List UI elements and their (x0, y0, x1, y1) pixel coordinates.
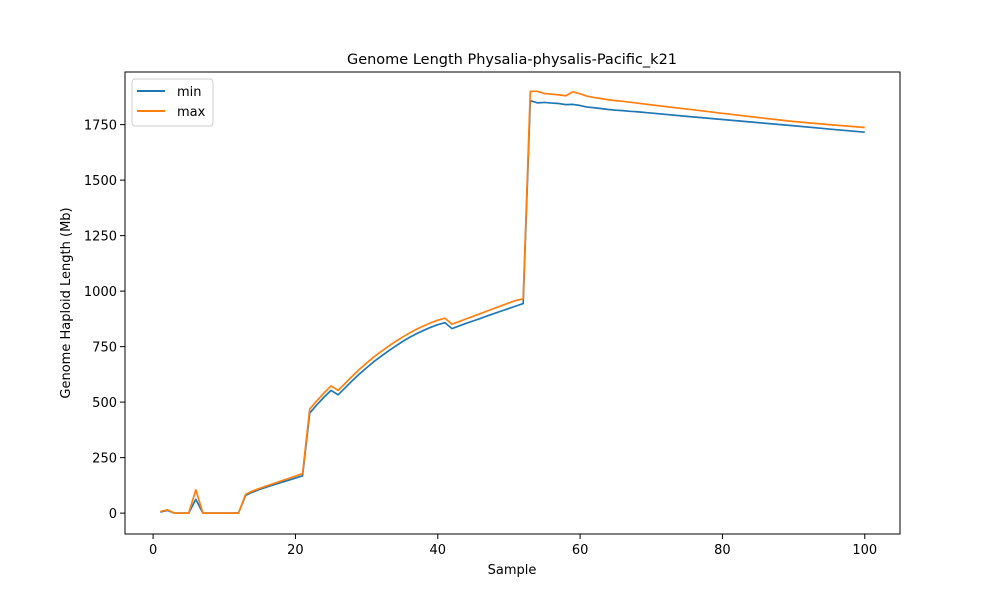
y-tick-label: 250 (92, 452, 117, 467)
x-tick-label: 100 (852, 543, 877, 558)
y-tick-label: 1000 (84, 285, 117, 300)
y-tick-label: 1750 (84, 119, 117, 134)
x-tick-label: 0 (149, 543, 157, 558)
x-tick-label: 80 (714, 543, 731, 558)
y-tick-label: 500 (92, 396, 117, 411)
plot-frame (124, 71, 901, 535)
legend: min max (131, 78, 214, 127)
x-tick-label: 20 (287, 543, 304, 558)
y-tick-label: 1250 (84, 230, 117, 245)
x-tick-label: 60 (572, 543, 589, 558)
y-tick-label: 0 (109, 507, 117, 522)
x-axis-label: Sample (488, 563, 537, 578)
series-line-max (160, 90, 865, 514)
legend-label-min: min (177, 85, 202, 100)
y-tick-label: 750 (92, 341, 117, 356)
plot-area (160, 90, 865, 514)
legend-label-max: max (177, 105, 206, 120)
x-tick-label: 40 (430, 543, 447, 558)
y-axis-label: Genome Haploid Length (Mb) (59, 207, 74, 398)
chart-title: Genome Length Physalia-physalis-Pacific_… (347, 52, 677, 68)
series-line-min (160, 99, 865, 514)
y-tick-label: 1500 (84, 174, 117, 189)
